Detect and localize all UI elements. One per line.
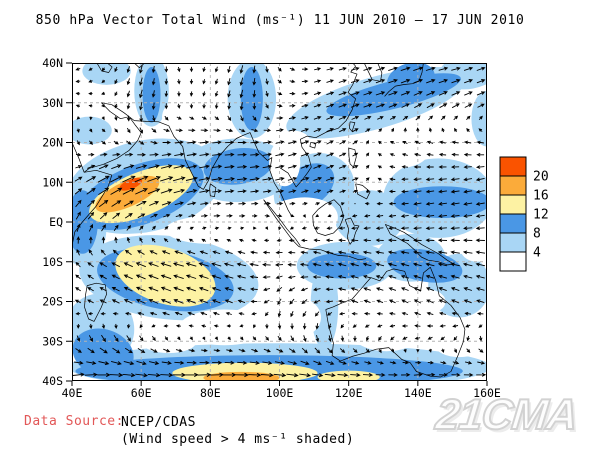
legend-tick-label: 16: [533, 189, 549, 204]
x-axis-tick-label: 160E: [473, 386, 501, 400]
legend-tick-label: 8: [533, 227, 541, 242]
shading-region: [162, 98, 211, 139]
x-axis-tick-label: 60E: [131, 386, 152, 400]
data-source-text: NCEP/CDAS (Wind speed > 4 ms⁻¹ shaded): [121, 414, 354, 448]
data-source-note: (Wind speed > 4 ms⁻¹ shaded): [121, 432, 355, 447]
y-axis-tick-label: 10N: [42, 175, 63, 189]
x-axis-tick-label: 40E: [62, 386, 83, 400]
wind-vectors-layer: [72, 65, 487, 378]
y-axis-tick-label: 20S: [42, 295, 63, 309]
y-axis-tick-label: 40N: [42, 56, 63, 70]
shading-region: [82, 63, 131, 85]
shading-region: [203, 371, 280, 381]
data-source-label: Data Source:: [24, 414, 124, 429]
shading-region: [365, 136, 429, 169]
shading-region: [142, 66, 161, 123]
y-axis-tick-label: 40S: [42, 374, 63, 388]
y-axis-tick-label: 10S: [42, 255, 63, 269]
shading-region: [165, 216, 256, 244]
shading-region: [115, 244, 216, 307]
shading-region: [348, 307, 425, 352]
shading-region: [203, 147, 273, 185]
shading-region: [459, 229, 487, 262]
legend-tick-label: 20: [533, 170, 549, 185]
legend-color-box: [499, 213, 527, 234]
shading-region: [95, 175, 160, 213]
legend-color-box: [499, 251, 527, 272]
legend-tick-label: 12: [533, 208, 549, 223]
y-axis-tick-label: 30S: [42, 334, 63, 348]
x-axis-tick-label: 80E: [200, 386, 221, 400]
shading-region: [334, 190, 404, 246]
map-frame: [72, 63, 487, 381]
data-source-value: NCEP/CDAS: [121, 415, 196, 430]
legend-color-box: [499, 194, 527, 215]
y-axis-tick-label: 20N: [42, 136, 63, 150]
legend-tick-label: 4: [533, 246, 541, 261]
shading-region: [240, 66, 263, 131]
shading-region: [272, 297, 321, 338]
watermark-logo: 21CMA: [433, 390, 581, 440]
x-axis-tick-label: 100E: [266, 386, 294, 400]
shading-region: [393, 186, 487, 219]
chart-title: 850 hPa Vector Total Wind (ms⁻¹) 11 JUN …: [35, 13, 525, 28]
shading-region: [179, 309, 270, 346]
y-axis-tick-label: 30N: [42, 96, 63, 110]
coastline-layer: [72, 63, 466, 378]
legend-color-box: [499, 175, 527, 196]
legend-color-box: [499, 156, 527, 177]
legend-color-box: [499, 232, 527, 253]
x-axis-tick-label: 120E: [335, 386, 363, 400]
x-axis-tick-label: 140E: [404, 386, 432, 400]
shading-region: [387, 63, 435, 96]
y-axis-tick-label: EQ: [49, 215, 63, 229]
legend-colorbar: 20 16 12 8 4: [499, 156, 549, 272]
shading-region: [435, 333, 484, 358]
shading-region: [307, 253, 377, 279]
